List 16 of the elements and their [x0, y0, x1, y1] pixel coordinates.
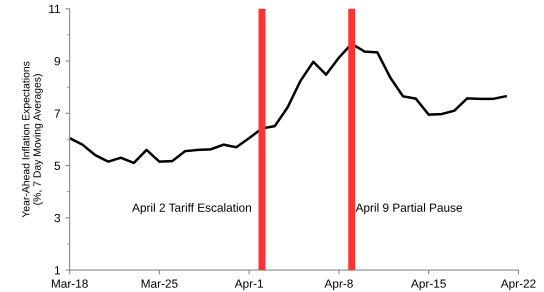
x-tick-label: Apr-15: [410, 280, 446, 290]
x-tick-label: Mar-25: [142, 279, 178, 288]
y-tick-label: 1: [54, 266, 60, 274]
y-axis-title: Year-Ahead Inflation Expectations (%, 7 Day Moving Averages): [22, 62, 43, 218]
line-series: [70, 42, 507, 164]
y-tick-label: 3: [54, 214, 60, 222]
y-tick-label: 5: [54, 162, 60, 170]
x-tick-label: Apr-8: [324, 279, 353, 290]
y-tick-label: 11: [49, 4, 60, 14]
x-tick-label: Apr-1: [234, 280, 264, 290]
x-tick-label: Apr-22: [500, 279, 536, 290]
y-tick-label: 9: [54, 57, 60, 66]
ref-line-label: April 2 Tariff Escalation: [132, 203, 251, 214]
x-tick-label: Mar-18: [52, 279, 88, 288]
ref-line-label: April 9 Partial Pause: [356, 203, 462, 214]
y-tick-label: 7: [54, 109, 60, 118]
